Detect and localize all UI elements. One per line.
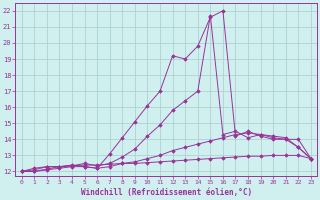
X-axis label: Windchill (Refroidissement éolien,°C): Windchill (Refroidissement éolien,°C) bbox=[81, 188, 252, 197]
